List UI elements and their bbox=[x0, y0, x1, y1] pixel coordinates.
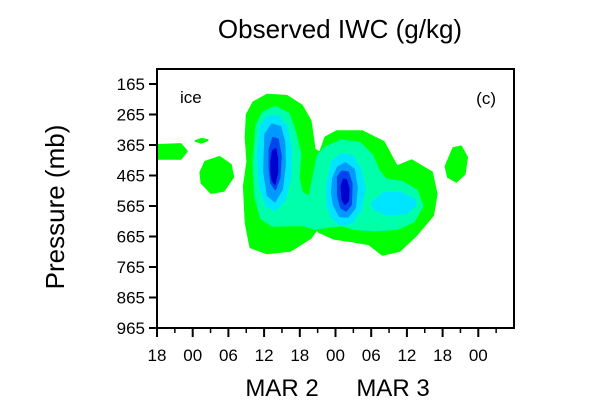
x-tick-label: 18 bbox=[433, 346, 452, 365]
x-group-label-mar-2: MAR 2 bbox=[245, 375, 318, 402]
x-tick-label: 18 bbox=[148, 346, 167, 365]
contour-fills bbox=[156, 93, 468, 256]
y-tick-label: 465 bbox=[117, 167, 145, 186]
y-tick-label: 665 bbox=[117, 228, 145, 247]
x-tick-label: 06 bbox=[362, 346, 381, 365]
y-tick-label: 265 bbox=[117, 106, 145, 125]
x-tick-label: 18 bbox=[290, 346, 309, 365]
x-tick-label: 00 bbox=[183, 346, 202, 365]
y-tick-label: 865 bbox=[117, 289, 145, 308]
variable-annotation: ice bbox=[180, 88, 202, 107]
x-tick-label: 00 bbox=[469, 346, 488, 365]
y-tick-label: 765 bbox=[117, 258, 145, 277]
y-tick-label: 965 bbox=[117, 319, 145, 338]
contour-region-level-0-4 bbox=[444, 145, 468, 183]
contour-region-level-0-1 bbox=[194, 137, 209, 144]
x-tick-label: 12 bbox=[255, 346, 274, 365]
y-tick-label: 365 bbox=[117, 136, 145, 155]
contour-region-level-5-14 bbox=[340, 178, 350, 205]
x-tick-label: 12 bbox=[397, 346, 416, 365]
panel-label: (c) bbox=[476, 89, 496, 108]
y-tick-label: 165 bbox=[117, 75, 145, 94]
contour-region-level-0-0 bbox=[156, 143, 188, 160]
y-axis-label: Pressure (mb) bbox=[40, 125, 70, 290]
contour-region-level-5-13 bbox=[270, 148, 279, 185]
x-tick-label: 06 bbox=[219, 346, 238, 365]
contour-region-level-2-8 bbox=[370, 191, 417, 216]
x-axis: 18 00 06 12 18 00 06 12 18 00 bbox=[148, 328, 497, 365]
x-group-label-mar-3: MAR 3 bbox=[356, 375, 429, 402]
x-tick-label: 00 bbox=[326, 346, 345, 365]
contour-region-level-0-2 bbox=[199, 155, 235, 194]
chart-title: Observed IWC (g/kg) bbox=[218, 14, 462, 44]
y-tick-label: 565 bbox=[117, 197, 145, 216]
y-axis: 165 265 365 465 565 665 765 865 965 bbox=[117, 75, 157, 338]
